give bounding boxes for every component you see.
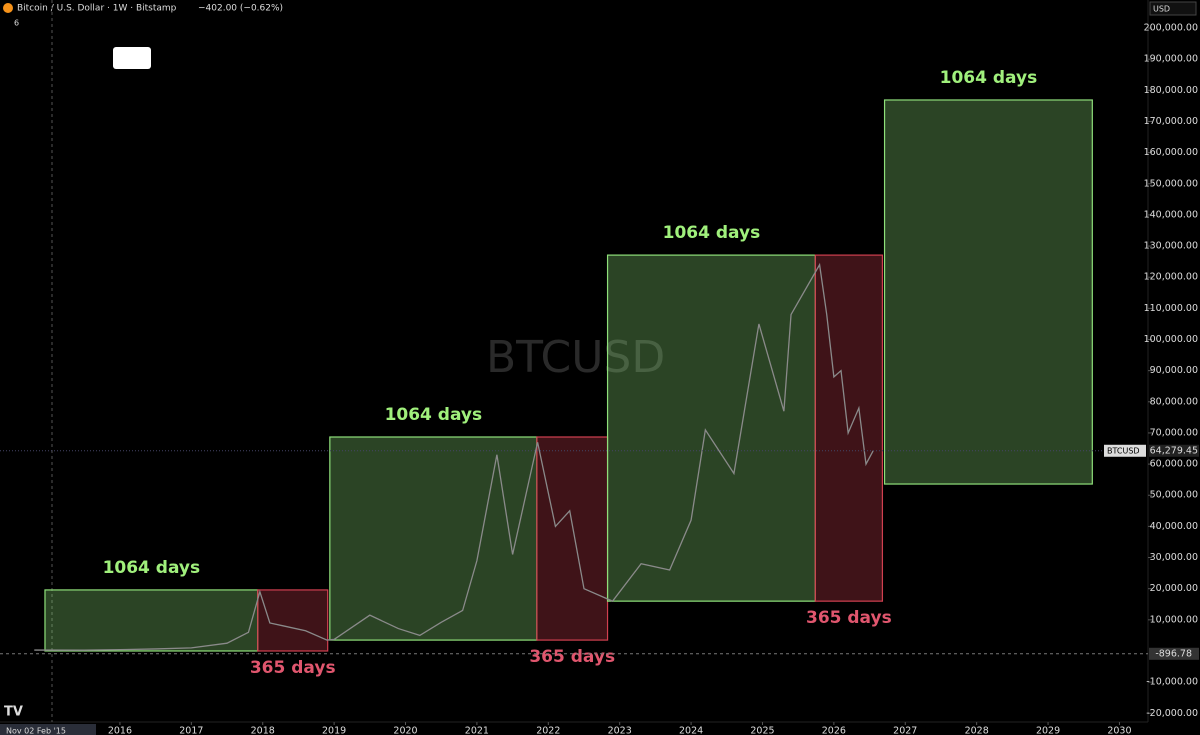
- x-tick-label: 2026: [822, 726, 846, 735]
- y-tick-label: 80,000.00: [1150, 396, 1198, 407]
- x-tick-label: 2030: [1107, 726, 1131, 735]
- x-tick-label: 2023: [608, 726, 632, 735]
- cycle-box: [257, 589, 329, 652]
- symbol-icon: [3, 3, 13, 13]
- last-price-tag-bg: [1104, 444, 1146, 457]
- y-tick-label: 130,000.00: [1144, 241, 1198, 252]
- cycle-box: [536, 436, 609, 641]
- price-line: [34, 262, 874, 651]
- crosshair-date-box: [0, 724, 96, 735]
- crosshair-date: Nov 02 Feb '15: [6, 727, 66, 735]
- y-tick-label: 30,000.00: [1150, 552, 1198, 563]
- currency-box[interactable]: [1149, 1, 1197, 16]
- last-price-label: 64,279.45: [1150, 445, 1198, 456]
- x-tick-label: 2024: [679, 726, 703, 735]
- box-label: 1064 days: [940, 68, 1038, 88]
- y-tick-label: 140,000.00: [1144, 209, 1198, 220]
- x-tick-label: 2020: [393, 726, 417, 735]
- cycle-box: [883, 99, 1093, 485]
- y-tick-label: 150,000.00: [1144, 178, 1198, 189]
- toolbar[interactable]: [113, 47, 151, 69]
- currency[interactable]: USD: [1153, 5, 1170, 14]
- y-tick-label: 50,000.00: [1150, 490, 1198, 501]
- box-label: 365 days: [806, 608, 892, 628]
- x-tick-label: 2029: [1036, 726, 1060, 735]
- low-marker-box: [1149, 647, 1199, 660]
- x-tick-label: 2018: [251, 726, 275, 735]
- y-tick-label: 20,000.00: [1150, 583, 1198, 594]
- y-tick-label: 90,000.00: [1150, 365, 1198, 376]
- watermark: BTCUSD: [486, 332, 665, 383]
- x-tick-label: 2016: [108, 726, 132, 735]
- box-label: 1064 days: [385, 405, 483, 425]
- y-tick-label: 40,000.00: [1150, 521, 1198, 532]
- y-tick-label: 60,000.00: [1150, 459, 1198, 470]
- y-tick-label: 180,000.00: [1144, 85, 1198, 96]
- y-tick-label: 120,000.00: [1144, 272, 1198, 283]
- y-tick-label: -10,000.00: [1146, 677, 1198, 688]
- y-tick-label: 10,000.00: [1150, 614, 1198, 625]
- symbol-title[interactable]: Bitcoin / U.S. Dollar · 1W · Bitstamp: [17, 4, 177, 14]
- cycle-box: [44, 589, 259, 652]
- y-tick-label: 70,000.00: [1150, 427, 1198, 438]
- last-price-name: BTCUSD: [1107, 446, 1140, 455]
- x-tick-label: 2028: [965, 726, 989, 735]
- box-label: 365 days: [529, 647, 615, 667]
- y-tick-label: 190,000.00: [1144, 54, 1198, 65]
- y-tick-label: 160,000.00: [1144, 147, 1198, 158]
- price-change: −402.00 (−0.62%): [198, 4, 283, 14]
- x-tick-label: 2021: [465, 726, 489, 735]
- plot: 200,000.00 190,000.00 180,000.00 170,000.00…: [0, 23, 1199, 735]
- y-tick-label: 170,000.00: [1144, 116, 1198, 127]
- cycle-box: [606, 254, 816, 602]
- y-tick-label: 200,000.00: [1144, 23, 1198, 34]
- x-tick-label: 2022: [536, 726, 560, 735]
- indicator-count[interactable]: 6: [14, 19, 19, 28]
- y-tick-label: 100,000.00: [1144, 334, 1198, 345]
- y-tick-label: 110,000.00: [1144, 303, 1198, 314]
- y-tick-label: -20,000.00: [1146, 708, 1198, 719]
- box-label: 365 days: [250, 658, 336, 678]
- x-tick-label: 2019: [322, 726, 346, 735]
- x-tick-label: 2025: [750, 726, 774, 735]
- cycle-box: [329, 436, 538, 641]
- low-marker-label: -896.78: [1155, 648, 1192, 659]
- box-label: 1064 days: [663, 223, 761, 243]
- tv-logo: TV: [4, 705, 23, 720]
- last-price-box: [1149, 444, 1199, 457]
- box-label: 1064 days: [103, 558, 201, 578]
- x-tick-label: 2027: [893, 726, 917, 735]
- x-tick-label: 2017: [179, 726, 203, 735]
